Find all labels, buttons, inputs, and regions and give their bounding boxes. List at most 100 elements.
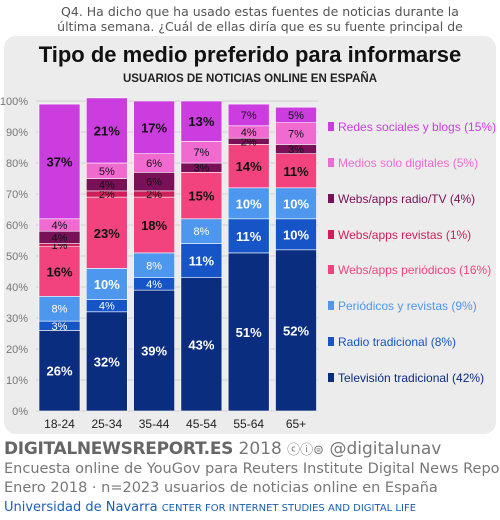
data-label: 32% (94, 354, 120, 369)
data-label: 6% (146, 158, 162, 170)
bar-segment (180, 100, 223, 142)
data-label: 4% (241, 127, 257, 139)
legend-label: Redes sociales y blogs (15%) (338, 120, 496, 134)
chart-title: Tipo de medio preferido para informarse (38, 42, 462, 67)
data-label: 5% (99, 166, 115, 178)
data-label: 23% (94, 226, 120, 241)
data-label: 5% (288, 110, 304, 122)
x-tick-label: 65+ (286, 417, 306, 431)
data-label: 11% (283, 164, 309, 179)
legend-swatch (328, 158, 334, 167)
center-name: CENTER FOR INTERNET STUDIES AND DIGITAL … (161, 503, 417, 514)
legend-label: Radio tradicional (8%) (338, 335, 456, 349)
data-label: 37% (46, 154, 72, 169)
data-label: 3% (288, 144, 304, 156)
data-label: 13% (188, 114, 214, 129)
y-tick-label: 50% (6, 251, 28, 263)
data-label: 17% (141, 120, 167, 135)
bar-segment (275, 249, 317, 412)
chart-subtitle: USUARIOS DE NOTICIAS ONLINE EN ESPAÑA (122, 73, 378, 85)
bar-segment (227, 103, 270, 127)
bar-segment (38, 330, 81, 412)
data-label: 26% (46, 364, 72, 379)
data-label: 10% (94, 277, 120, 292)
y-tick-label: 40% (6, 282, 28, 294)
data-label: 39% (141, 344, 167, 359)
data-label: 8% (146, 260, 162, 272)
bar-segment (180, 277, 223, 412)
bar-segment (227, 187, 270, 220)
legend-label: Webs/apps revistas (1%) (338, 228, 471, 242)
brand-year: 2018 (238, 439, 282, 459)
legend-label: Webs/apps radio/TV (4%) (338, 192, 475, 206)
data-label: 2% (99, 189, 115, 201)
legend-swatch (328, 230, 334, 239)
x-tick-label: 35-44 (139, 417, 170, 431)
bar-segment (227, 218, 270, 254)
bar-segment (133, 252, 175, 278)
y-tick-label: 80% (6, 158, 28, 170)
bar-segment (180, 218, 223, 244)
legend-swatch (328, 373, 334, 382)
data-label: 7% (288, 129, 304, 141)
legend-label: Webs/apps periódicos (16%) (338, 263, 491, 277)
data-label: 52% (283, 323, 309, 338)
university-name: Universidad de Navarra (4, 500, 158, 515)
data-label: 8% (193, 226, 209, 238)
data-label: 15% (188, 189, 214, 204)
data-label: 2% (146, 189, 162, 201)
footer-brand-line: DIGITALNEWSREPORT.ES 2018 ⓒⓘ⊜ @digitalun… (4, 439, 441, 459)
data-label: 8% (52, 304, 68, 316)
y-tick-label: 100% (0, 96, 28, 108)
bar-segment (275, 218, 317, 251)
x-tick-label: 18-24 (44, 417, 75, 431)
x-tick-label: 25-34 (91, 417, 122, 431)
data-label: 21% (94, 123, 120, 138)
y-tick-label: 10% (6, 375, 28, 387)
bar-segment (227, 252, 270, 412)
data-label: 43% (188, 337, 214, 352)
brand-name: DIGITALNEWSREPORT.ES (4, 439, 234, 459)
data-label: 6% (146, 177, 162, 189)
bar-segment (180, 172, 223, 220)
social-handle: @digitalunav (329, 439, 442, 459)
x-tick-label: 45-54 (186, 417, 217, 431)
y-tick-label: 90% (6, 127, 28, 139)
data-label: 11% (236, 229, 262, 244)
legend-swatch (328, 301, 334, 310)
data-label: 18% (141, 218, 167, 233)
bar-segment (133, 196, 175, 254)
data-label: 4% (146, 279, 162, 291)
data-label: 51% (236, 325, 262, 340)
data-label: 4% (99, 180, 115, 192)
bar-segment (227, 144, 270, 189)
bar-segment (275, 153, 317, 189)
stacked-bar-chart: 0% 10% 20% 30% 40% 50% 60% 70% 80% 90% 100% 26% 3% 8%… (0, 96, 496, 431)
data-label: 2% (241, 136, 257, 148)
y-tick-label: 30% (6, 313, 28, 325)
bar-segment (133, 289, 175, 412)
legend-label: Medios solo digitales (5%) (338, 156, 478, 170)
y-tick-label: 20% (6, 344, 28, 356)
bar-segment (133, 100, 175, 155)
data-label: 7% (241, 110, 257, 122)
bar-segment (275, 187, 317, 220)
data-label: 16% (46, 265, 72, 280)
legend-swatch (328, 337, 334, 346)
data-label: 4% (52, 220, 68, 232)
data-label: 3% (193, 163, 209, 175)
footer-source-line: Encuesta online de YouGov para Reuters I… (4, 461, 500, 477)
legend-label: Televisión tradicional (42%) (338, 371, 484, 385)
bar-segment (86, 311, 128, 412)
footer-university: Universidad de Navarra CENTER FOR INTERN… (4, 500, 416, 515)
data-label: 4% (99, 301, 115, 313)
footer-sample-line: Enero 2018 · n=2023 usuarios de noticias… (4, 480, 438, 496)
bar-segment (86, 268, 128, 300)
legend-swatch (328, 122, 334, 131)
legend-label: Periódicos y revistas (9%) (338, 299, 477, 313)
bar-segment (38, 103, 81, 220)
bar-segment (86, 97, 128, 164)
bar-segment (275, 106, 317, 123)
bar-segment (86, 196, 128, 269)
data-label: 4% (52, 232, 68, 244)
